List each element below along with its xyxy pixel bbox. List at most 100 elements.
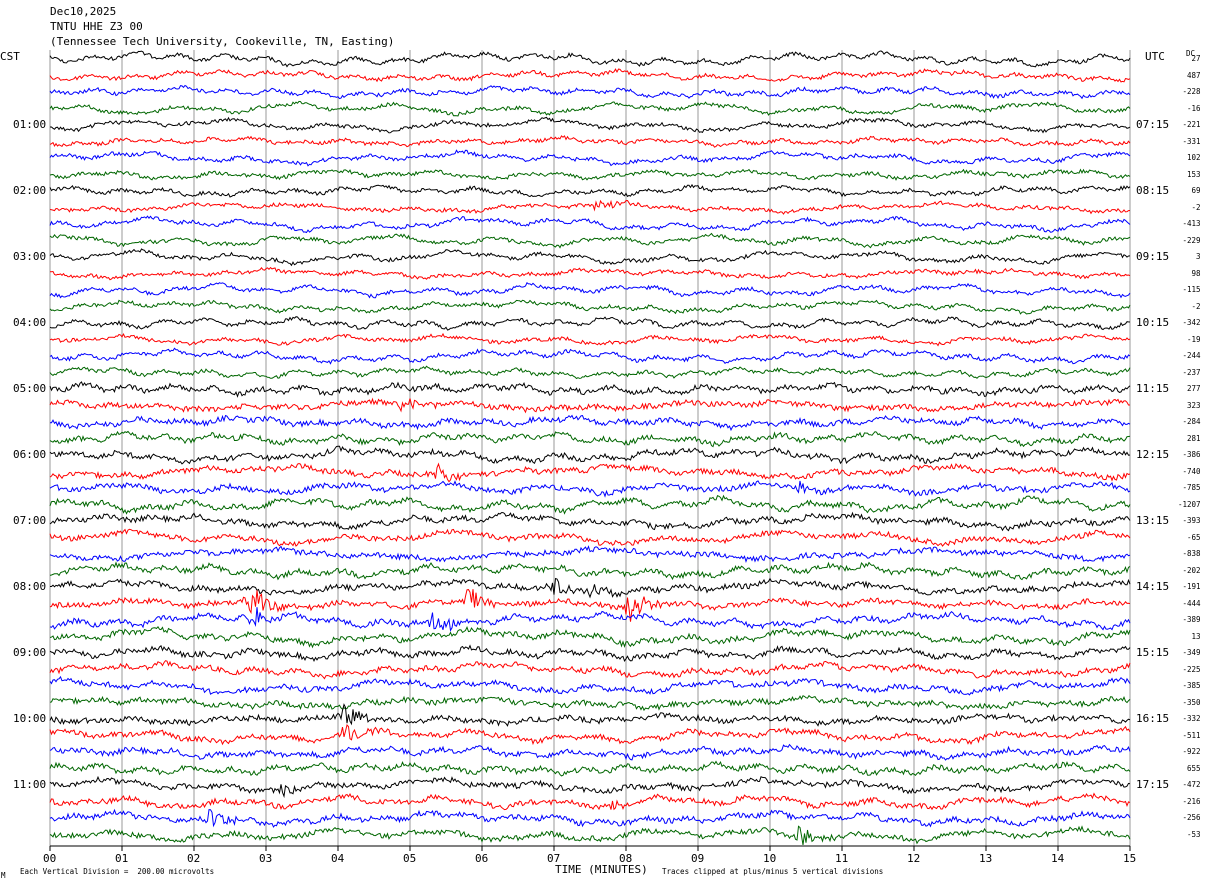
dc-offset-label: -350: [1178, 698, 1201, 707]
trace-line-22: [50, 414, 1131, 432]
trace-line-42: [49, 743, 1131, 761]
dc-offset-label: -342: [1178, 318, 1201, 327]
dc-offset-label: -511: [1178, 731, 1201, 740]
dc-offset-label: -444: [1178, 599, 1201, 608]
dc-offset-label: -349: [1178, 648, 1201, 657]
station-code: TNTU HHE Z3 00: [50, 20, 143, 33]
trace-line-11: [49, 232, 1131, 249]
trace-line-2: [49, 84, 1131, 100]
dc-offset-label: -389: [1178, 615, 1201, 624]
right-time-label: 16:15: [1136, 712, 1170, 725]
dc-offset-label: -284: [1178, 417, 1201, 426]
station-location: (Tennessee Tech University, Cookeville, …: [50, 35, 395, 48]
trace-line-37: [49, 660, 1131, 680]
x-tick-label: 12: [907, 852, 921, 865]
x-tick-label: 10: [763, 852, 777, 865]
trace-line-20: [49, 381, 1131, 398]
right-axis-title: UTC: [1145, 50, 1165, 63]
left-time-label: 09:00: [13, 646, 47, 659]
dc-offset-label: -2: [1178, 302, 1201, 311]
trace-line-16: [49, 316, 1131, 331]
trace-line-28: [49, 511, 1131, 532]
corner-mark: M: [1, 871, 6, 880]
trace-line-27: [49, 494, 1131, 515]
trace-line-46: [49, 808, 1131, 828]
trace-line-32: [50, 577, 1131, 599]
right-time-label: 08:15: [1136, 184, 1170, 197]
left-time-label: 11:00: [13, 778, 47, 791]
trace-line-12: [49, 248, 1131, 267]
dc-offset-label: -413: [1178, 219, 1201, 228]
x-tick-label: 07: [547, 852, 561, 865]
trace-line-41: [49, 723, 1131, 746]
x-tick-label: 08: [619, 852, 633, 865]
right-time-label: 15:15: [1136, 646, 1170, 659]
dc-offset-label: -244: [1178, 351, 1201, 360]
trace-line-21: [49, 397, 1130, 414]
x-tick-label: 01: [115, 852, 129, 865]
dc-offset-label: -216: [1178, 797, 1201, 806]
x-tick-label: 03: [259, 852, 273, 865]
x-tick-label: 09: [691, 852, 705, 865]
dc-offset-label: 27: [1178, 54, 1201, 63]
trace-line-44: [49, 775, 1131, 799]
left-time-label: 01:00: [13, 118, 47, 131]
trace-line-4: [50, 116, 1131, 134]
trace-line-18: [49, 347, 1131, 365]
dc-offset-label: -1207: [1178, 500, 1201, 509]
dc-offset-label: 655: [1178, 764, 1201, 773]
clip-note: Traces clipped at plus/minus 5 vertical …: [662, 867, 884, 876]
x-tick-label: 06: [475, 852, 489, 865]
trace-line-7: [49, 168, 1131, 181]
left-time-label: 06:00: [13, 448, 47, 461]
left-time-label: 03:00: [13, 250, 47, 263]
left-time-label: 07:00: [13, 514, 47, 527]
dc-offset-label: -472: [1178, 780, 1201, 789]
dc-offset-label: -19: [1178, 335, 1201, 344]
dc-offset-label: 13: [1178, 632, 1201, 641]
right-time-label: 11:15: [1136, 382, 1170, 395]
trace-line-0: [49, 50, 1131, 68]
dc-offset-label: -332: [1178, 714, 1201, 723]
dc-offset-label: 69: [1178, 186, 1201, 195]
right-time-label: 07:15: [1136, 118, 1170, 131]
trace-line-43: [49, 760, 1131, 777]
trace-line-33: [49, 589, 1131, 622]
trace-line-29: [49, 528, 1131, 547]
dc-offset-label: -65: [1178, 533, 1201, 542]
x-tick-label: 15: [1123, 852, 1137, 865]
trace-line-40: [49, 703, 1131, 727]
dc-offset-label: -53: [1178, 830, 1201, 839]
left-time-label: 05:00: [13, 382, 47, 395]
trace-line-1: [49, 68, 1131, 83]
dc-offset-label: -838: [1178, 549, 1201, 558]
trace-line-38: [49, 675, 1131, 696]
trace-line-19: [49, 365, 1131, 380]
trace-line-35: [49, 625, 1131, 649]
dc-offset-label: 98: [1178, 269, 1201, 278]
trace-line-34: [49, 607, 1131, 632]
left-time-label: 08:00: [13, 580, 47, 593]
x-tick-label: 13: [979, 852, 993, 865]
dc-offset-label: -191: [1178, 582, 1201, 591]
trace-line-47: [49, 825, 1131, 845]
x-tick-label: 00: [43, 852, 57, 865]
dc-offset-label: 323: [1178, 401, 1201, 410]
trace-line-30: [49, 545, 1131, 563]
right-time-label: 17:15: [1136, 778, 1170, 791]
dc-offset-label: -228: [1178, 87, 1201, 96]
dc-offset-label: -740: [1178, 467, 1201, 476]
dc-offset-label: -256: [1178, 813, 1201, 822]
right-time-label: 12:15: [1136, 448, 1170, 461]
trace-line-24: [49, 445, 1131, 465]
dc-offset-label: -225: [1178, 665, 1201, 674]
left-time-label: 04:00: [13, 316, 47, 329]
x-tick-label: 02: [187, 852, 201, 865]
left-axis-title: CST: [0, 50, 20, 63]
dc-offset-label: -202: [1178, 566, 1201, 575]
dc-offset-label: -331: [1178, 137, 1201, 146]
trace-line-8: [49, 183, 1131, 198]
x-tick-label: 11: [835, 852, 849, 865]
scale-note: Each Vertical Division = 200.00 microvol…: [20, 867, 215, 876]
dc-offset-label: -16: [1178, 104, 1201, 113]
